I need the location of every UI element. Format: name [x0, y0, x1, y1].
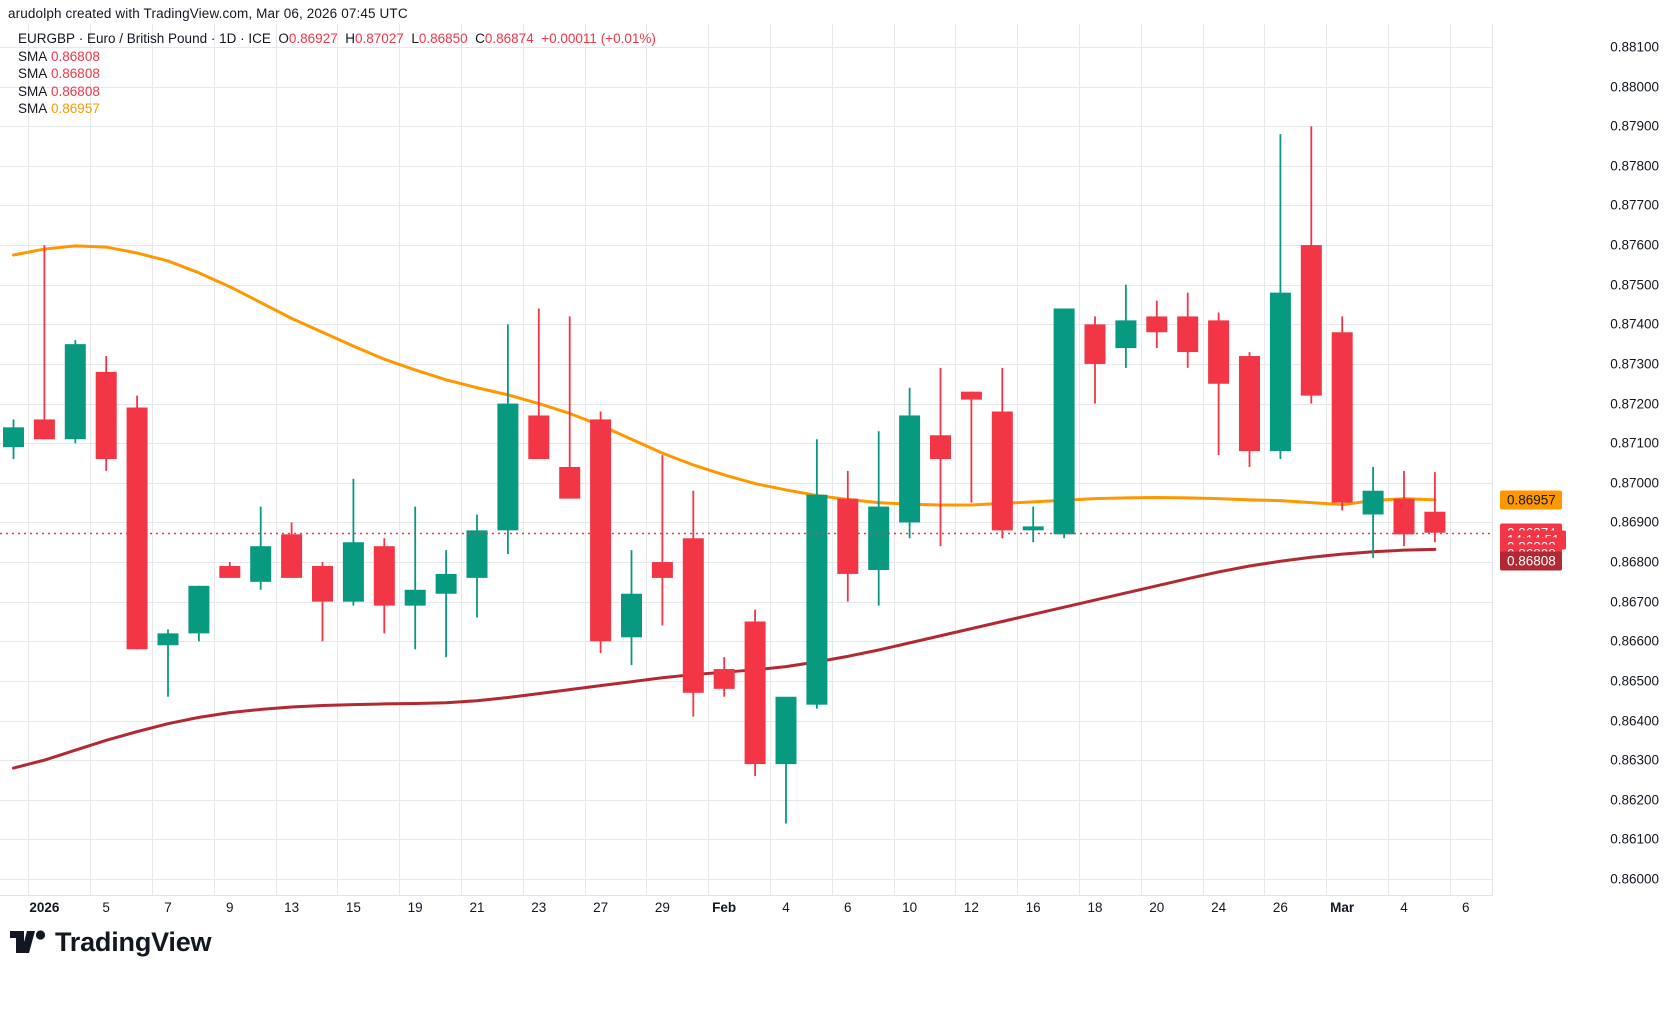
legend-row-sma-4[interactable]: SMA 0.86957: [18, 100, 656, 118]
chart-frame: EURGBP · Euro / British Pound · 1D · ICE…: [0, 24, 1667, 920]
time-tick-2026: 2026: [29, 900, 60, 915]
time-tick-12: 12: [963, 900, 979, 915]
ohlc-close-value: 0.86874: [484, 31, 534, 46]
price-tick-0-86600: 0.86600: [1610, 633, 1659, 649]
price-tick-0-87800: 0.87800: [1610, 158, 1659, 174]
time-tick-24: 24: [1211, 900, 1227, 915]
time-tick-13: 13: [284, 900, 300, 915]
legend-interval: 1D: [219, 31, 237, 46]
sma-1-value: 0.86808: [51, 48, 100, 64]
price-tick-0-86000: 0.86000: [1610, 871, 1659, 887]
time-tick-20: 20: [1149, 900, 1165, 915]
sma-red-tag-3[interactable]: 0.86808: [1500, 551, 1562, 571]
time-tick-21: 21: [469, 900, 485, 915]
time-tick-4: 4: [782, 900, 790, 915]
price-tick-0-87700: 0.87700: [1610, 197, 1659, 213]
ohlc-open-label: O: [278, 31, 289, 46]
price-tick-0-88000: 0.88000: [1610, 79, 1659, 95]
tradingview-wordmark: TradingView: [55, 926, 212, 957]
sma-2-label: SMA: [18, 66, 48, 81]
ohlc-open-value: 0.86927: [288, 31, 338, 46]
ohlc-close-label: C: [475, 31, 485, 46]
price-tick-0-86800: 0.86800: [1610, 554, 1659, 570]
price-tick-0-87400: 0.87400: [1610, 316, 1659, 332]
time-tick-5: 5: [102, 900, 110, 915]
time-tick-6: 6: [844, 900, 852, 915]
candlestick-series: [3, 126, 1446, 824]
time-tick-27: 27: [593, 900, 609, 915]
sma-3-value: 0.86808: [51, 83, 100, 99]
price-tick-0-86100: 0.86100: [1610, 831, 1659, 847]
ohlc-change-value: +0.00011: [541, 31, 597, 46]
time-tick-10: 10: [902, 900, 918, 915]
chart-plot-area[interactable]: [0, 24, 1493, 896]
time-tick-23: 23: [531, 900, 547, 915]
time-tick-19: 19: [407, 900, 423, 915]
price-tick-0-87900: 0.87900: [1610, 118, 1659, 134]
time-tick-18: 18: [1087, 900, 1103, 915]
price-tick-0-86400: 0.86400: [1610, 713, 1659, 729]
sma-4-label: SMA: [18, 101, 48, 116]
time-tick-26: 26: [1272, 900, 1288, 915]
attribution-text: arudolph created with TradingView.com, M…: [8, 6, 408, 21]
price-tick-0-87300: 0.87300: [1610, 356, 1659, 372]
ohlc-low-value: 0.86850: [418, 31, 468, 46]
time-tick-15: 15: [345, 900, 361, 915]
time-tick-29: 29: [654, 900, 670, 915]
price-tick-0-86900: 0.86900: [1610, 514, 1659, 530]
sma-4-value: 0.86957: [51, 101, 100, 116]
legend-row-sma-1[interactable]: SMA 0.86808: [18, 48, 656, 66]
price-tick-0-87000: 0.87000: [1610, 475, 1659, 491]
tradingview-logo-icon: [10, 930, 46, 953]
price-tick-0-86500: 0.86500: [1610, 673, 1659, 689]
price-tick-0-87600: 0.87600: [1610, 237, 1659, 253]
chart-legend[interactable]: EURGBP · Euro / British Pound · 1D · ICE…: [18, 30, 656, 118]
time-tick-feb: Feb: [712, 900, 737, 915]
sma-1-label: SMA: [18, 48, 48, 64]
legend-description: Euro / British Pound: [87, 31, 208, 46]
time-tick-16: 16: [1025, 900, 1041, 915]
tradingview-branding: TradingView: [10, 922, 212, 962]
price-tick-0-87100: 0.87100: [1610, 435, 1659, 451]
ohlc-change-percent: (+0.01%): [600, 31, 656, 46]
legend-symbol: EURGBP: [18, 31, 76, 46]
time-tick-mar: Mar: [1330, 900, 1355, 915]
price-tick-0-86200: 0.86200: [1610, 792, 1659, 808]
legend-row-symbol[interactable]: EURGBP · Euro / British Pound · 1D · ICE…: [18, 31, 656, 46]
legend-exchange: ICE: [248, 31, 271, 46]
price-line-layer: [0, 532, 1492, 535]
ohlc-high-label: H: [345, 31, 355, 46]
time-tick-7: 7: [164, 900, 172, 915]
ohlc-high-value: 0.87027: [354, 31, 404, 46]
time-axis[interactable]: 2026 5 7 9 13 15 19 21 23 27 29 Feb 4 6 10 12 16 18 20 24 26…: [0, 896, 1493, 920]
price-tick-0-87500: 0.87500: [1610, 277, 1659, 293]
legend-row-sma-3[interactable]: SMA 0.86808: [18, 83, 656, 101]
ohlc-low-label: L: [411, 31, 419, 46]
sma-2-value: 0.86808: [51, 66, 100, 81]
time-tick-6: 6: [1462, 900, 1470, 915]
legend-row-sma-2[interactable]: SMA 0.86808: [18, 65, 656, 83]
price-tick-0-87200: 0.87200: [1610, 396, 1659, 412]
sma-3-label: SMA: [18, 83, 48, 99]
time-tick-9: 9: [226, 900, 234, 915]
price-tick-0-86700: 0.86700: [1610, 594, 1659, 610]
time-tick-4: 4: [1400, 900, 1408, 915]
price-tick-0-88100: 0.88100: [1610, 39, 1659, 55]
sma-orange-tag[interactable]: 0.86957: [1500, 490, 1562, 510]
price-axis[interactable]: 0.88100 0.88000 0.87900 0.87800 0.87700 0.876…: [1494, 24, 1667, 896]
price-tick-0-86300: 0.86300: [1610, 752, 1659, 768]
